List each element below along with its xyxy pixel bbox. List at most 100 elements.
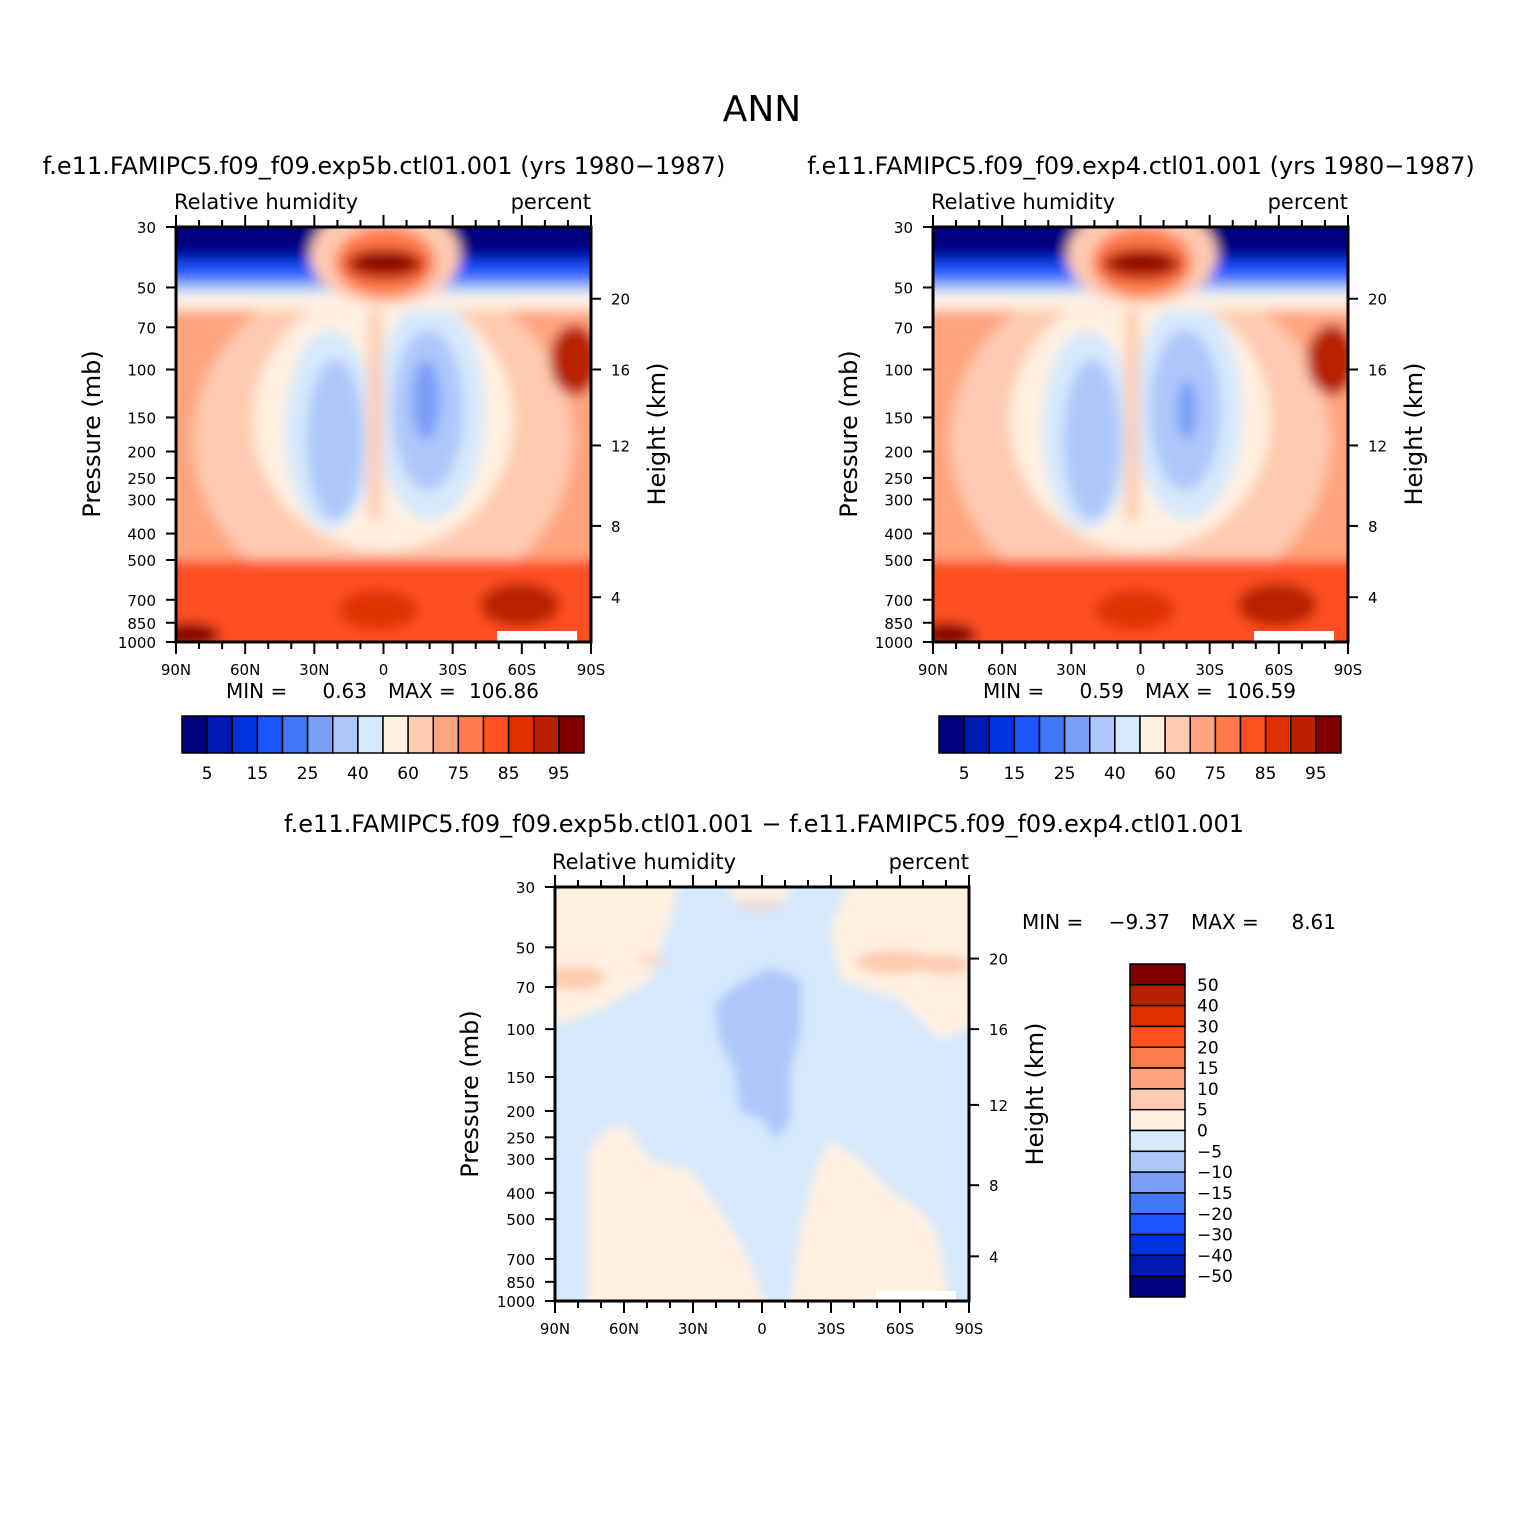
x-tick-label: 30S <box>817 1320 846 1338</box>
missing-region <box>876 1291 956 1301</box>
y-tick-label: 70 <box>137 319 156 337</box>
colorbar-label: 60 <box>397 764 419 784</box>
diff-positive-upper <box>555 887 679 1025</box>
panel-case-title: f.e11.FAMIPC5.f09_f09.exp4.ctl01.001 (yr… <box>807 152 1475 180</box>
colorbar-swatch <box>1129 984 1186 1007</box>
y-tick-label: 300 <box>506 1151 535 1169</box>
y-tick-label: 300 <box>127 492 156 510</box>
y-tick-label: 100 <box>127 361 156 379</box>
panel-right-label: percent <box>889 850 969 874</box>
x-axis: 90N 60N 30N 0 30S 60S 90S <box>918 215 1362 679</box>
diff-negative-core <box>715 968 800 1140</box>
diff-positive-top <box>730 887 790 900</box>
colorbar-label: 40 <box>1104 764 1126 784</box>
panel-exp5b: f.e11.FAMIPC5.f09_f09.exp5b.ctl01.001 (y… <box>43 152 726 784</box>
y2-tick-label: 8 <box>611 518 621 536</box>
y2-tick-label: 12 <box>989 1097 1008 1115</box>
panel-left-label: Relative humidity <box>174 190 358 214</box>
min-label: MIN = <box>226 679 287 703</box>
y-tick-label: 1000 <box>497 1293 535 1311</box>
y2-axis-label: Height (km) <box>1400 363 1428 506</box>
x-tick-label: 90N <box>540 1320 570 1338</box>
diff-positive-10-d <box>636 956 664 964</box>
y-tick-label: 400 <box>884 526 913 544</box>
panel-right-label: percent <box>1268 190 1348 214</box>
y-tick-label: 700 <box>506 1251 535 1269</box>
rh-surface-max <box>1095 590 1175 630</box>
y2-axis: 20 16 12 8 4 <box>969 951 1008 1266</box>
y-tick-label: 30 <box>894 219 913 237</box>
colorbar-swatch <box>357 715 384 754</box>
colorbar-label: 50 <box>1197 976 1219 996</box>
colorbar-swatch <box>1129 1046 1186 1069</box>
max-label: MAX = <box>388 679 456 703</box>
y-tick-label: 50 <box>894 279 913 297</box>
colorbar-swatch <box>1189 715 1217 754</box>
colorbar-swatch <box>306 715 334 754</box>
missing-region <box>497 631 577 642</box>
colorbar-swatch <box>1290 715 1317 754</box>
diff-positive-10-b <box>855 950 935 974</box>
colorbar-label: 25 <box>297 764 319 784</box>
colorbar-label: −10 <box>1197 1163 1233 1183</box>
y2-axis-label: Height (km) <box>1021 1023 1049 1166</box>
y-tick-label: 250 <box>506 1129 535 1147</box>
y-tick-label: 100 <box>884 361 913 379</box>
y2-tick-label: 20 <box>611 291 630 309</box>
colorbar-swatch <box>1139 715 1166 754</box>
y-tick-label: 400 <box>506 1185 535 1203</box>
colorbar-label: −15 <box>1197 1184 1233 1204</box>
colorbar-label: 40 <box>347 764 369 784</box>
x-tick-label: 60S <box>1265 661 1294 679</box>
y2-axis: 20 16 12 8 4 <box>591 291 630 607</box>
x-tick-label: 60N <box>609 1320 639 1338</box>
x-tick-label: 30S <box>438 661 467 679</box>
y2-tick-label: 4 <box>1368 589 1378 607</box>
y-tick-label: 200 <box>127 444 156 462</box>
colorbar-swatch <box>533 715 560 754</box>
x-tick-label: 0 <box>757 1320 767 1338</box>
min-value: 0.63 <box>322 679 367 703</box>
y-tick-label: 400 <box>127 526 156 544</box>
y2-tick-label: 12 <box>611 437 630 455</box>
y-tick-label: 500 <box>506 1211 535 1229</box>
y2-tick-label: 12 <box>1368 437 1387 455</box>
contour-field <box>555 887 969 1301</box>
y-tick-label: 150 <box>127 409 156 427</box>
colorbar-swatch <box>1129 1088 1186 1111</box>
y-tick-label: 30 <box>137 219 156 237</box>
colorbar-swatch <box>432 715 460 754</box>
colorbar-swatch <box>988 715 1016 754</box>
colorbar-swatch <box>507 715 535 754</box>
y-tick-label: 100 <box>506 1021 535 1039</box>
y-tick-label: 700 <box>884 592 913 610</box>
y-tick-label: 850 <box>506 1274 535 1292</box>
colorbar-swatch <box>1013 715 1041 754</box>
rh-itcz <box>368 300 382 520</box>
colorbar-label: 85 <box>498 764 520 784</box>
rh-dry-north-inner <box>1064 360 1120 520</box>
colorbar-swatch <box>281 715 309 754</box>
y-tick-label: 250 <box>884 470 913 488</box>
colorbar-swatch <box>1089 715 1116 754</box>
panel-case-title: f.e11.FAMIPC5.f09_f09.exp5b.ctl01.001 − … <box>284 810 1244 838</box>
min-value: 0.59 <box>1079 679 1124 703</box>
panel-left-label: Relative humidity <box>552 850 736 874</box>
colorbar-swatch <box>1315 715 1342 754</box>
rh-surface-max-2 <box>480 583 560 627</box>
y-axis-label: Pressure (mb) <box>78 350 106 517</box>
x-tick-label: 90S <box>577 661 606 679</box>
colorbar-swatch <box>1129 1067 1186 1090</box>
rh-surface-max-2 <box>1237 583 1317 627</box>
colorbar-swatch <box>1038 715 1066 754</box>
y-tick-label: 200 <box>506 1103 535 1121</box>
max-value: 106.59 <box>1226 679 1296 703</box>
x-tick-label: 90N <box>161 661 191 679</box>
colorbar-label: 85 <box>1255 764 1277 784</box>
colorbar-swatch <box>256 715 284 754</box>
colorbar-label: 15 <box>1004 764 1026 784</box>
panel-exp4: f.e11.FAMIPC5.f09_f09.exp4.ctl01.001 (yr… <box>807 152 1475 784</box>
colorbar-label: −50 <box>1197 1267 1233 1287</box>
colorbar-swatch <box>1114 715 1141 754</box>
